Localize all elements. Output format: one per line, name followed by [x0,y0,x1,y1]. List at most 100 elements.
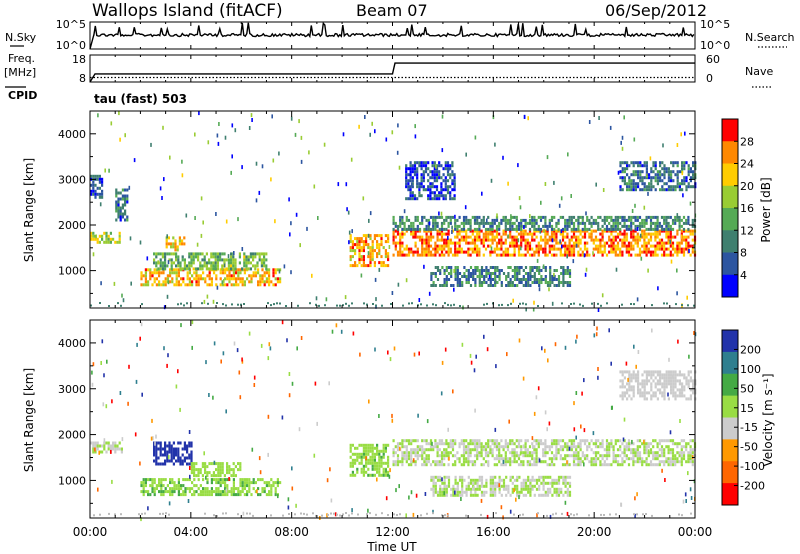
data-cell [349,264,352,268]
data-cell [174,242,177,246]
data-cell [462,229,466,233]
data-cell [678,370,681,374]
data-cell [183,258,186,262]
data-cell [671,253,675,257]
data-cell [559,457,562,461]
data-cell [652,215,655,219]
data-cell [434,275,437,278]
data-cell [447,167,450,172]
data-cell [241,283,244,287]
data-cell [259,280,262,284]
data-cell [169,155,171,160]
data-cell [429,191,432,195]
nave-label: Nave [745,65,773,78]
data-cell [126,188,129,192]
data-cell [197,280,200,284]
data-cell [639,188,642,192]
data-cell [96,441,99,445]
data-cell [531,457,534,461]
data-cell [449,173,452,177]
data-cell [489,221,492,225]
data-cell [376,467,379,471]
data-cell [351,246,354,250]
data-cell [471,463,474,467]
data-cell [216,252,219,256]
data-cell [583,454,587,458]
data-cell [450,272,453,275]
data-cell [641,394,644,398]
data-cell [469,490,473,494]
data-cell [243,283,246,287]
data-cell [689,232,692,236]
data-cell [114,450,117,454]
data-cell [623,238,626,242]
data-cell [527,284,530,287]
data-cell [232,462,235,466]
data-cell [656,463,659,467]
data-cell [531,266,534,269]
data-cell [261,268,264,272]
data-cell [577,460,580,464]
data-cell [632,229,635,233]
data-cell [516,278,519,281]
data-cell [575,454,578,458]
data-cell [210,261,213,265]
data-cell [124,209,127,213]
data-cell [201,302,203,305]
data-cell [113,281,116,286]
data-cell [397,282,400,287]
data-cell [648,370,651,374]
data-cell [246,484,249,488]
data-cell [446,179,450,183]
data-cell [685,379,688,383]
data-cell [682,439,686,443]
data-cell [540,475,543,479]
data-cell [515,445,518,449]
data-cell [572,229,576,233]
data-cell [183,267,186,271]
data-cell [491,227,494,231]
data-cell [467,460,470,464]
data-cell [425,463,428,467]
data-cell [671,221,675,225]
data-cell [678,379,681,383]
data-cell [636,224,639,228]
data-cell [230,252,233,256]
data-cell [445,439,448,443]
data-cell [104,168,106,173]
data-cell [509,241,512,245]
data-cell [548,218,551,222]
data-cell [654,179,657,183]
data-cell [625,454,628,458]
data-cell [465,439,468,443]
data-cell [558,203,561,208]
data-cell [237,217,239,222]
data-cell [517,224,521,228]
data-cell [458,278,462,281]
data-cell [513,253,516,257]
data-cell [645,215,648,219]
data-cell [213,478,216,482]
data-cell [239,462,242,466]
data-cell [401,215,404,219]
data-cell [687,442,690,446]
data-cell [583,232,587,236]
data-cell [367,473,370,477]
data-cell [520,487,523,491]
data-cell [407,218,411,222]
data-cell [652,394,655,398]
data-cell [472,278,475,281]
data-cell [672,161,675,165]
data-cell [206,493,209,497]
data-cell [270,490,273,494]
data-cell [678,182,681,186]
data-cell [469,247,472,251]
data-cell [685,460,688,464]
data-cell [443,463,446,467]
data-cell [504,457,507,461]
data-cell [669,451,672,455]
data-cell [531,215,534,219]
data-cell [553,454,556,458]
data-cell [461,490,464,494]
data-cell [601,229,604,233]
